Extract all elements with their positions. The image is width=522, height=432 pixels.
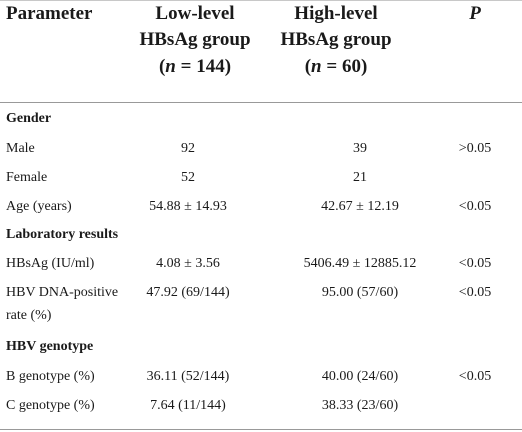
row-param: HBsAg (IU/ml) (6, 256, 95, 271)
header-low-line2: HBsAg group (139, 29, 251, 50)
row-param: Male (6, 141, 35, 156)
header-high-line1: High-level (294, 3, 378, 24)
row-param: Female (6, 170, 48, 185)
row-low: 7.64 (11/144) (150, 398, 226, 413)
section-gender: Gender (6, 111, 52, 126)
row-p: <0.05 (458, 369, 492, 384)
row-param-cont: rate (%) (6, 308, 52, 323)
bottom-rule (0, 429, 522, 430)
section-genotype: HBV genotype (6, 339, 94, 354)
row-low: 92 (181, 141, 195, 156)
row-low: 47.92 (69/144) (146, 285, 230, 300)
section-lab: Laboratory results (6, 227, 119, 242)
header-low-line1: Low-level (155, 3, 235, 24)
row-low: 54.88 ± 14.93 (149, 199, 227, 214)
row-low: 52 (181, 170, 195, 185)
row-p: <0.05 (458, 199, 492, 214)
top-rule (0, 0, 522, 1)
row-high: 95.00 (57/60) (321, 285, 399, 300)
row-p: >0.05 (458, 141, 492, 156)
row-p: <0.05 (458, 285, 492, 300)
row-p: <0.05 (458, 256, 492, 271)
row-high: 40.00 (24/60) (321, 369, 399, 384)
header-high-n: (n = 60) (304, 56, 368, 77)
row-high: 21 (353, 170, 367, 185)
header-high-line2: HBsAg group (280, 29, 392, 50)
row-high: 39 (353, 141, 367, 156)
header-rule (0, 102, 522, 103)
row-param: Age (years) (6, 199, 72, 214)
row-low: 36.11 (52/144) (146, 369, 230, 384)
header-parameter: Parameter (6, 3, 93, 24)
header-low-n: (n = 144) (158, 56, 232, 77)
row-high: 5406.49 ± 12885.12 (303, 256, 417, 271)
row-high: 38.33 (23/60) (321, 398, 399, 413)
row-low: 4.08 ± 3.56 (156, 256, 220, 271)
row-param: C genotype (%) (6, 398, 95, 413)
row-param: B genotype (%) (6, 369, 95, 384)
row-param: HBV DNA-positive (6, 285, 119, 300)
header-p: P (469, 3, 481, 24)
row-high: 42.67 ± 12.19 (321, 199, 399, 214)
